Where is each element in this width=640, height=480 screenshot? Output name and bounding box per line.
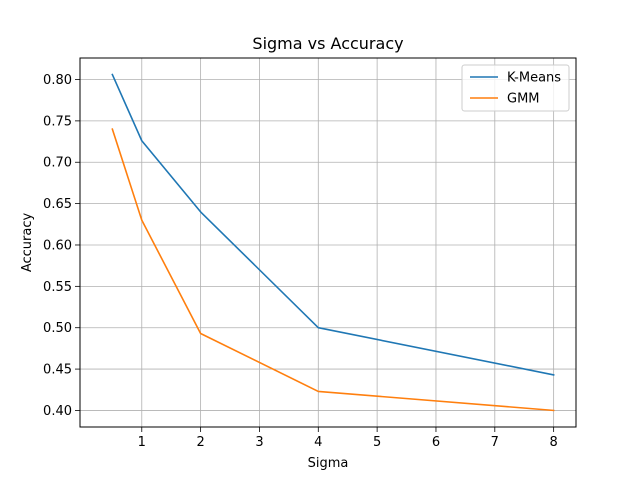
x-axis-label: Sigma (308, 456, 349, 471)
y-tick-label: 0.40 (43, 404, 72, 419)
plot-area-frame (79, 57, 577, 428)
y-tick-label: 0.75 (43, 114, 72, 129)
y-tick-label: 0.55 (43, 280, 72, 295)
legend: K-Means GMM (461, 64, 570, 112)
y-tick-label: 0.80 (43, 73, 72, 88)
legend-label: K-Means (507, 71, 561, 86)
y-tick-label: 0.50 (43, 321, 72, 336)
y-tick-label: 0.60 (43, 238, 72, 253)
series-line-k-means (111, 73, 555, 376)
x-tick-label: 1 (138, 435, 146, 450)
legend-label: GMM (507, 92, 540, 107)
x-tick-label: 7 (491, 435, 499, 450)
grid-lines (80, 58, 576, 427)
chart-title: Sigma vs Accuracy (252, 34, 403, 53)
x-tick-label: 8 (550, 435, 558, 450)
x-tick-label: 3 (255, 435, 263, 450)
x-tick-label: 5 (373, 435, 381, 450)
data-series (111, 73, 555, 412)
x-tick-label: 6 (432, 435, 440, 450)
y-tick-label: 0.45 (43, 363, 72, 378)
series-line-gmm (111, 128, 555, 412)
x-tick-label: 4 (314, 435, 322, 450)
axis-ticks: 1 2 3 4 5 6 7 8 0.40 0.45 0.50 0.55 0.60 0.65 0.70 0.75… (43, 73, 558, 450)
y-tick-label: 0.65 (43, 197, 72, 212)
y-tick-label: 0.70 (43, 156, 72, 171)
x-tick-label: 2 (196, 435, 204, 450)
y-axis-label: Accuracy (20, 213, 35, 273)
